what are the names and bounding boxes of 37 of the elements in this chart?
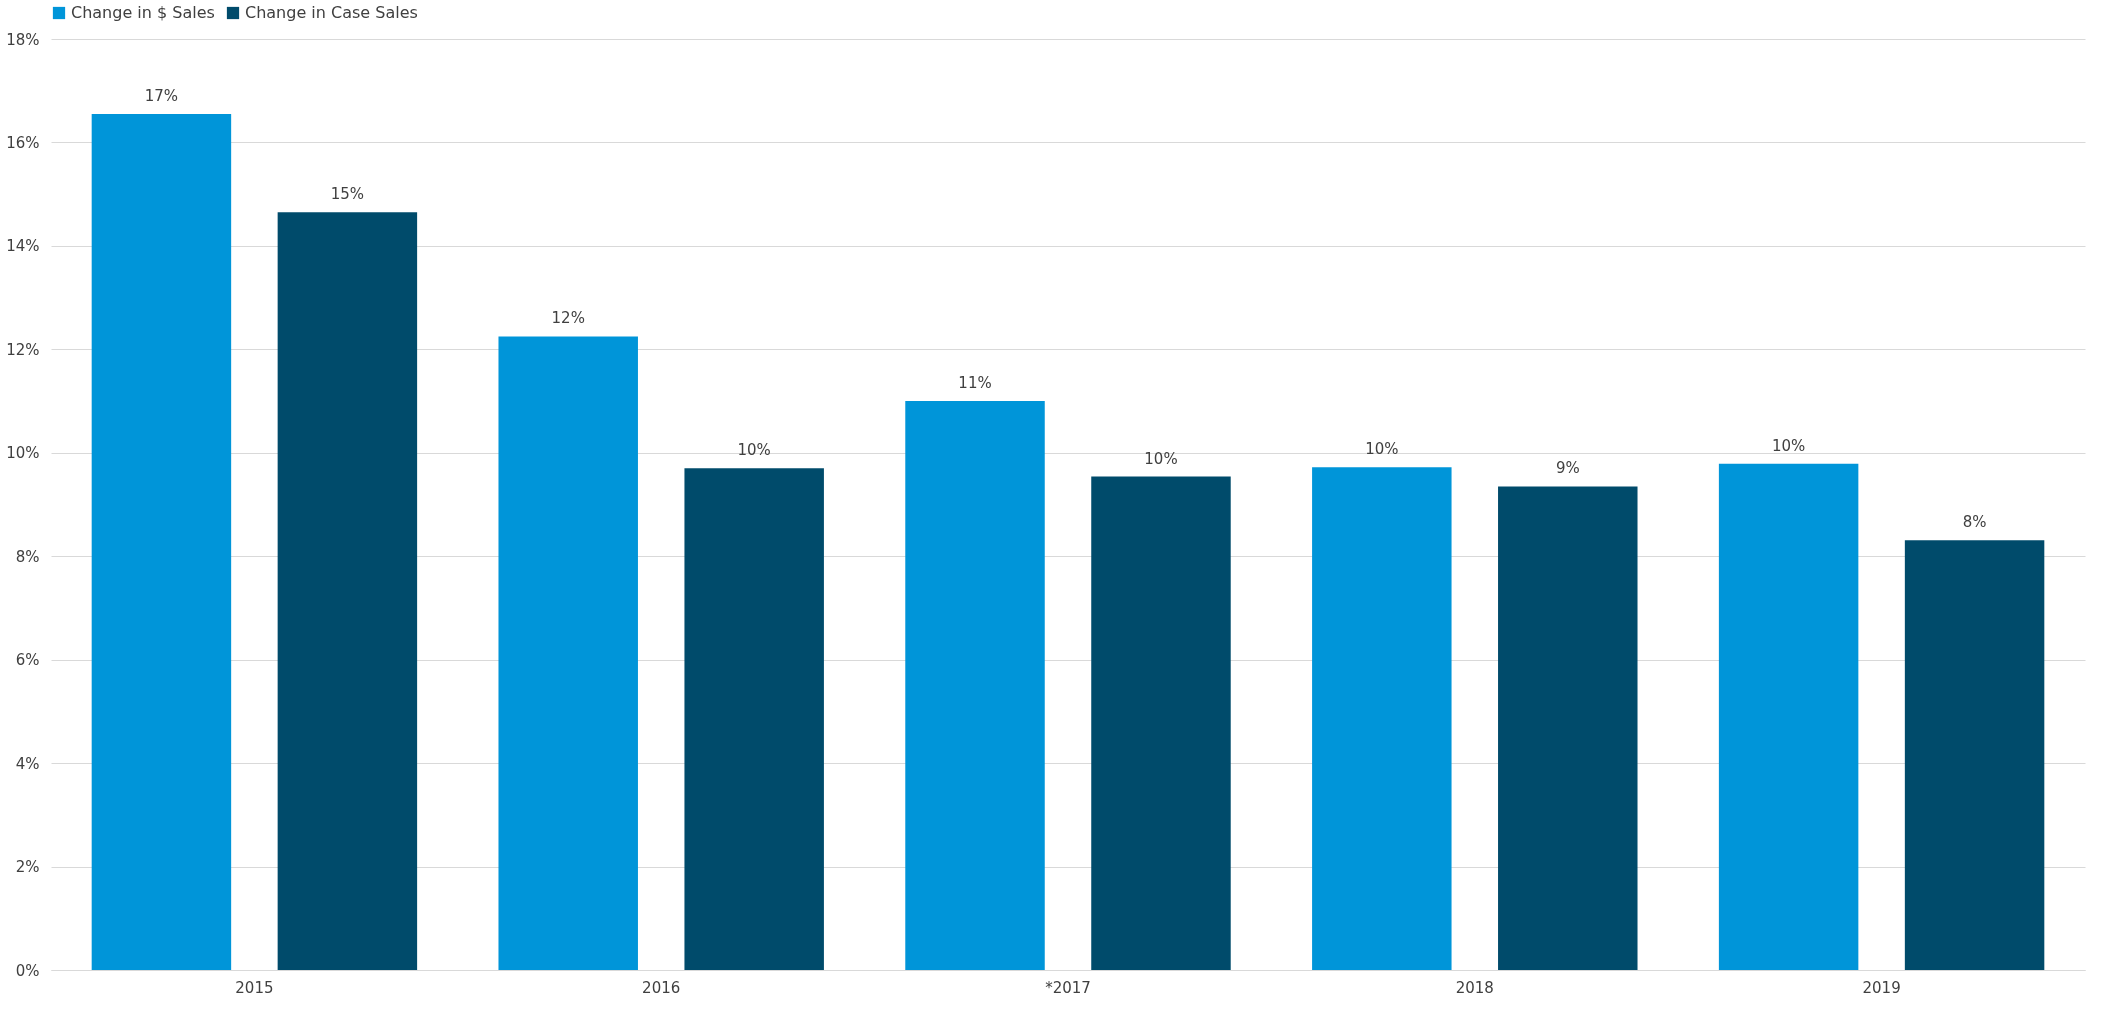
y-tick-label: 8% [15,547,40,566]
bar [1904,540,2045,970]
bar [91,114,232,970]
bar [1312,467,1452,970]
data-label: 10% [1771,436,1806,455]
y-tick-label: 0% [15,961,40,980]
y-tick-label: 10% [6,444,40,463]
bar [1091,476,1231,970]
data-label: 12% [551,309,585,328]
x-tick-label: 2018 [1455,978,1494,997]
legend-label: Change in $ Sales [71,3,215,22]
bar [277,212,418,970]
y-tick-label: 16% [6,133,40,152]
y-tick-label: 4% [15,754,40,773]
bar [1498,486,1638,970]
x-tick-label: *2017 [1045,978,1091,997]
data-label: 15% [330,185,365,204]
data-label: 10% [737,441,771,460]
bar [498,336,638,970]
y-tick-label: 12% [6,340,40,359]
x-tick-label: 2015 [235,978,274,997]
legend-label: Change in Case Sales [245,3,418,22]
bar [1718,463,1859,970]
data-label: 10% [1365,440,1399,459]
x-tick-label: 2016 [642,978,681,997]
x-tick-label: 2019 [1862,978,1901,997]
y-tick-label: 18% [6,30,40,49]
bar [684,468,824,970]
y-tick-label: 2% [15,858,40,877]
data-label: 17% [144,87,179,105]
data-label: 10% [1144,449,1178,468]
bar [905,401,1045,970]
data-label: 11% [958,374,992,393]
data-label: 9% [1555,459,1580,478]
y-tick-label: 14% [6,237,40,256]
y-tick-label: 6% [15,651,40,670]
data-label: 8% [1962,513,1987,532]
